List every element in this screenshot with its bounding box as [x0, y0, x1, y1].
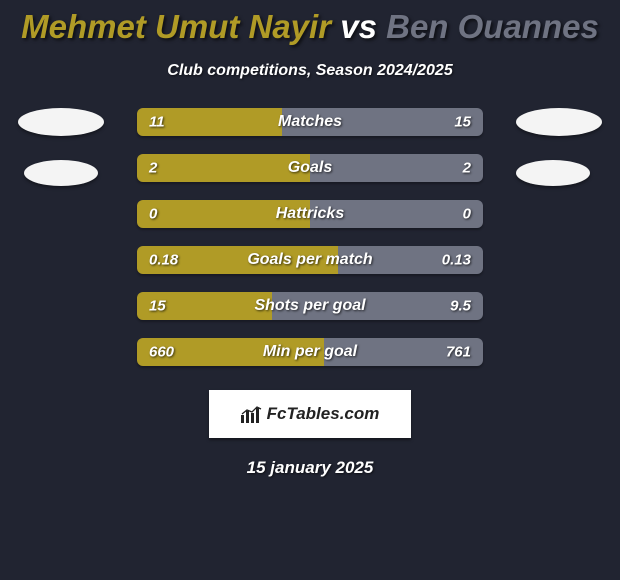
logo-chart-icon — [241, 405, 263, 423]
stat-value-right: 0 — [463, 206, 471, 223]
vs-text: vs — [340, 8, 377, 45]
stat-value-left: 2 — [149, 160, 157, 177]
player2-club-icon — [516, 108, 602, 136]
stat-value-right: 2 — [463, 160, 471, 177]
date-text: 15 january 2025 — [0, 458, 620, 478]
player1-avatars — [18, 108, 104, 186]
player2-avatars — [516, 108, 602, 186]
stat-value-right: 0.13 — [442, 252, 471, 269]
player2-name: Ben Ouannes — [386, 8, 599, 45]
stat-bars: Matches1115Goals22Hattricks00Goals per m… — [137, 108, 483, 366]
comparison-chart: Matches1115Goals22Hattricks00Goals per m… — [0, 108, 620, 366]
stat-value-right: 15 — [454, 114, 471, 131]
stat-value-right: 761 — [446, 344, 471, 361]
player1-club-icon — [18, 108, 104, 136]
stat-bar-right — [310, 200, 483, 228]
logo-box: FcTables.com — [209, 390, 411, 438]
page-title: Mehmet Umut Nayir vs Ben Ouannes — [0, 0, 620, 46]
stat-value-left: 0 — [149, 206, 157, 223]
stat-value-left: 660 — [149, 344, 174, 361]
player1-name: Mehmet Umut Nayir — [21, 8, 331, 45]
logo-text: FcTables.com — [267, 404, 380, 424]
stat-value-right: 9.5 — [450, 298, 471, 315]
player1-flag-icon — [24, 160, 98, 186]
stat-row: Goals per match0.180.13 — [137, 246, 483, 274]
stat-row: Shots per goal159.5 — [137, 292, 483, 320]
stat-row: Min per goal660761 — [137, 338, 483, 366]
stat-row: Hattricks00 — [137, 200, 483, 228]
stat-bar-left — [137, 200, 310, 228]
stat-value-left: 11 — [149, 114, 165, 131]
subtitle: Club competitions, Season 2024/2025 — [0, 62, 620, 80]
stat-value-left: 0.18 — [149, 252, 178, 269]
player2-flag-icon — [516, 160, 590, 186]
stat-value-left: 15 — [149, 298, 166, 315]
stat-bar-right — [282, 108, 483, 136]
stat-bar-left — [137, 154, 310, 182]
stat-bar-right — [310, 154, 483, 182]
stat-row: Goals22 — [137, 154, 483, 182]
stat-row: Matches1115 — [137, 108, 483, 136]
